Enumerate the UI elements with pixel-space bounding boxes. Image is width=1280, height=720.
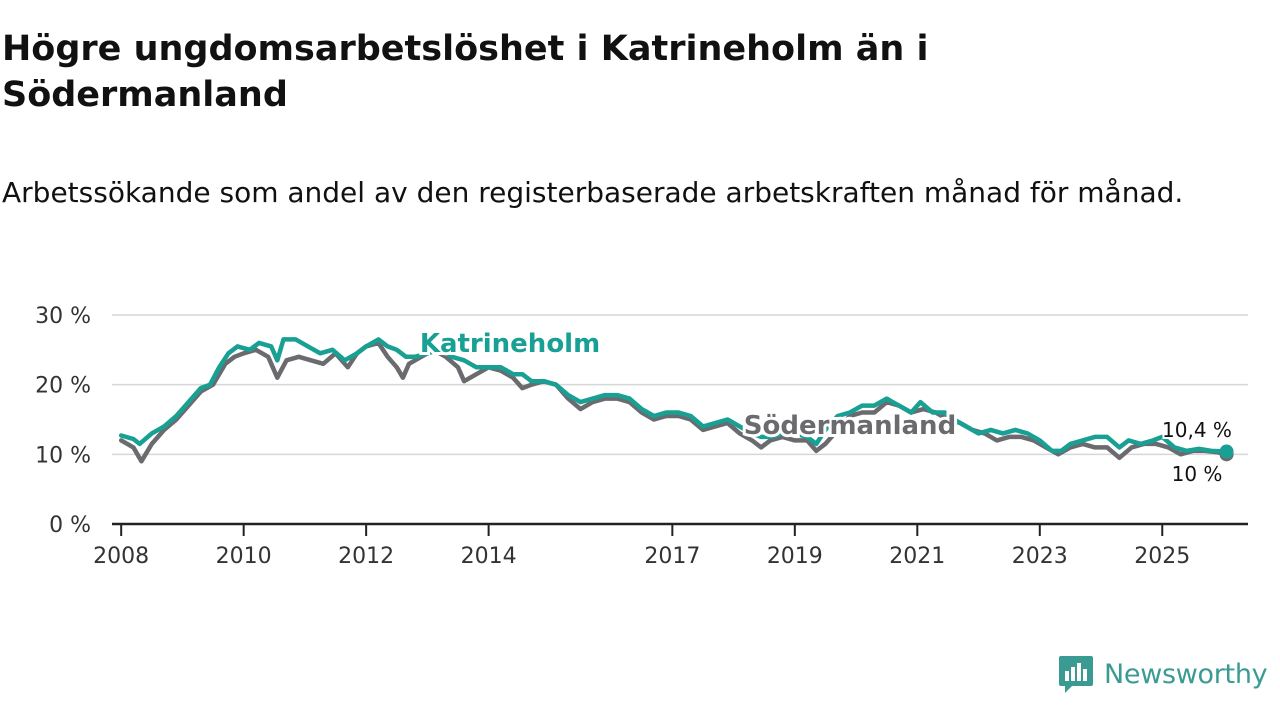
x-tick-label-2023: 2023 bbox=[1012, 544, 1068, 569]
x-tick-label-2017: 2017 bbox=[644, 544, 700, 569]
series-label-sodermanland: Södermanland bbox=[744, 411, 956, 441]
newsworthy-logo-icon bbox=[1059, 656, 1093, 693]
x-tick-label-2010: 2010 bbox=[216, 544, 272, 569]
y-tick-label-10: 10 % bbox=[35, 443, 91, 468]
brand-name: Newsworthy bbox=[1104, 658, 1268, 690]
x-tick-label-2021: 2021 bbox=[889, 544, 945, 569]
series-layer bbox=[118, 337, 1234, 464]
y-axis-ticks: 0 % 10 % 20 % 30 % bbox=[35, 304, 91, 538]
series-line-sodermanland bbox=[118, 340, 1229, 464]
x-axis-ticks: 2008 2010 2012 2014 2017 2019 2021 2023 2025 bbox=[93, 524, 1190, 569]
line-chart: 0 % 10 % 20 % 30 % 2008 2010 2012 2014 2017 2019… bbox=[35, 304, 1248, 569]
x-tick-label-2019: 2019 bbox=[767, 544, 823, 569]
x-tick-label-2012: 2012 bbox=[338, 544, 394, 569]
y-tick-label-30: 30 % bbox=[35, 304, 91, 329]
series-label-katrineholm: Katrineholm bbox=[420, 329, 600, 359]
series-labels: Katrineholm Södermanland 10,4 % 10 % bbox=[417, 326, 1234, 488]
chart-subtitle: Arbetssökande som andel av den registerb… bbox=[2, 176, 1184, 209]
gridlines bbox=[112, 314, 1248, 456]
series-line-katrineholm bbox=[118, 337, 1229, 454]
newsworthy-logo: Newsworthy bbox=[1058, 654, 1268, 694]
end-point-katrineholm bbox=[1219, 444, 1234, 459]
x-tick-label-2014: 2014 bbox=[461, 544, 517, 569]
y-tick-label-20: 20 % bbox=[35, 374, 91, 399]
end-label-sodermanland: 10 % bbox=[1172, 462, 1223, 486]
end-label-katrineholm: 10,4 % bbox=[1162, 418, 1232, 442]
y-tick-label-0: 0 % bbox=[49, 513, 91, 538]
x-tick-label-2008: 2008 bbox=[93, 544, 149, 569]
x-tick-label-2025: 2025 bbox=[1134, 544, 1190, 569]
chart-title: Högre ungdomsarbetslöshet i Katrineholm … bbox=[2, 29, 929, 115]
